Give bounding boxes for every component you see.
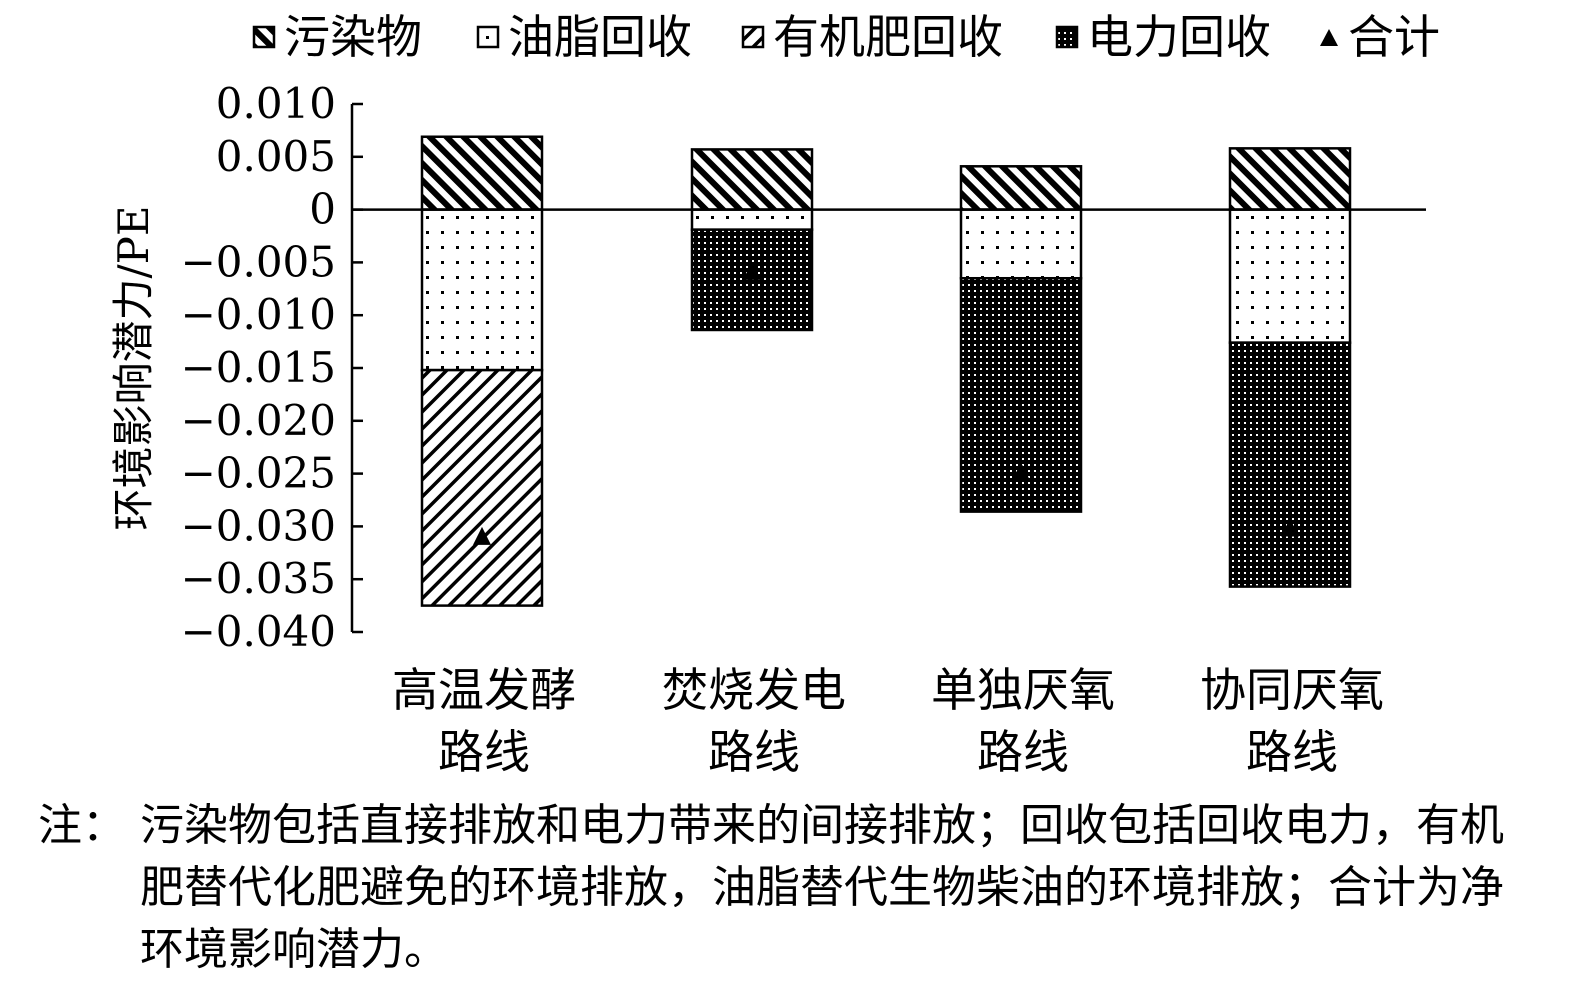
bar-segment-1	[1228, 147, 1352, 211]
total-marker	[1281, 518, 1299, 537]
y-tick-label: −0.025	[181, 449, 336, 498]
y-tick-label: −0.005	[181, 237, 336, 286]
y-tick-label: −0.015	[181, 343, 336, 392]
total-marker	[743, 261, 761, 280]
x-tick-label: 路线	[1246, 725, 1338, 779]
legend: 污染物 油脂回收 有机肥回收 电力回收 合计	[252, 10, 1440, 64]
x-tick-label: 路线	[977, 725, 1069, 779]
y-tick-label: −0.020	[181, 396, 336, 445]
stacked-bar-chart: 污染物 油脂回收 有机肥回收 电力回收 合计 环境影响潜力/PE 0.0100.0050…	[109, 10, 1440, 779]
legend-label: 合计	[1348, 10, 1440, 64]
legend-label: 油脂回收	[508, 10, 692, 64]
y-axis-label: 环境影响潜力/PE	[109, 205, 158, 530]
bar-segment-4	[1228, 341, 1352, 588]
bar-segment-2	[1228, 208, 1352, 344]
y-tick-label: −0.010	[181, 290, 336, 339]
bar-segment-2	[959, 208, 1083, 280]
y-axis: 0.0100.0050−0.005−0.010−0.015−0.020−0.02…	[181, 79, 363, 656]
legend-label: 污染物	[284, 10, 422, 64]
x-tick-label: 路线	[708, 725, 800, 779]
legend-swatch	[252, 25, 276, 49]
x-tick-label: 协同厌氧	[1200, 663, 1384, 717]
bar-segment-2	[690, 208, 814, 231]
y-tick-label: −0.035	[181, 554, 336, 603]
bars	[420, 135, 1352, 607]
legend-swatch	[741, 25, 765, 49]
total-marker	[1012, 462, 1030, 481]
note-label: 注：	[38, 800, 126, 851]
total-markers	[473, 261, 1299, 545]
x-tick-label: 单独厌氧	[931, 663, 1115, 717]
x-tick-label: 高温发酵	[392, 663, 576, 717]
legend-swatch	[476, 25, 500, 49]
total-marker	[473, 526, 491, 545]
legend-label: 电力回收	[1087, 10, 1271, 64]
bar-segment-2	[420, 208, 544, 372]
bar-segment-1	[420, 135, 544, 211]
x-tick-label: 路线	[438, 725, 530, 779]
legend-label: 有机肥回收	[773, 10, 1003, 64]
y-tick-label: −0.040	[181, 607, 336, 656]
legend-swatch-total	[1320, 29, 1338, 46]
bar-segment-3	[420, 368, 544, 607]
note-text: 污染物包括直接排放和电力带来的间接排放；回收包括回收电力，有机肥替代化肥避免的环…	[140, 800, 1504, 975]
y-tick-label: −0.030	[181, 501, 336, 550]
legend-swatch	[1055, 25, 1079, 49]
bar-segment-1	[959, 165, 1083, 211]
y-tick-label: 0	[309, 185, 336, 234]
y-tick-label: 0.005	[216, 132, 336, 181]
x-tick-label: 焚烧发电	[662, 663, 846, 717]
y-tick-label: 0.010	[216, 79, 336, 128]
bar-segment-1	[690, 148, 814, 211]
